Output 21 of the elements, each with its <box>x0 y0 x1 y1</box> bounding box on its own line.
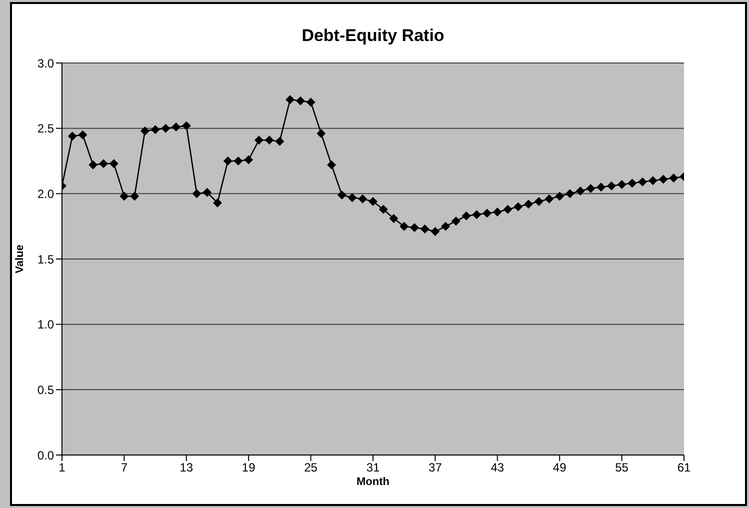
x-tick-label: 43 <box>490 460 504 475</box>
x-tick-label: 13 <box>180 460 194 475</box>
x-tick-label: 49 <box>552 460 567 475</box>
y-tick-label: 2.0 <box>37 186 54 201</box>
x-tick-label: 55 <box>615 460 629 475</box>
x-tick-label: 61 <box>677 460 691 475</box>
x-tick-label: 7 <box>120 460 128 475</box>
x-tick-label: 31 <box>366 460 380 475</box>
y-tick-label: 1.0 <box>37 318 54 332</box>
x-axis-title: Month <box>356 476 390 488</box>
y-tick-label: 3.0 <box>37 56 54 70</box>
x-tick-label: 37 <box>428 460 442 475</box>
y-tick-label: 2.5 <box>37 122 54 136</box>
y-tick-label: 1.5 <box>37 252 54 266</box>
chart-title: Debt-Equity Ratio <box>300 26 446 46</box>
y-tick-label: 0.0 <box>37 448 54 462</box>
y-axis-title: Value <box>14 244 26 274</box>
y-tick-label: 0.5 <box>37 382 54 397</box>
x-tick-label: 1 <box>58 460 66 475</box>
x-tick-label: 19 <box>242 460 256 475</box>
x-tick-label: 25 <box>304 460 318 475</box>
